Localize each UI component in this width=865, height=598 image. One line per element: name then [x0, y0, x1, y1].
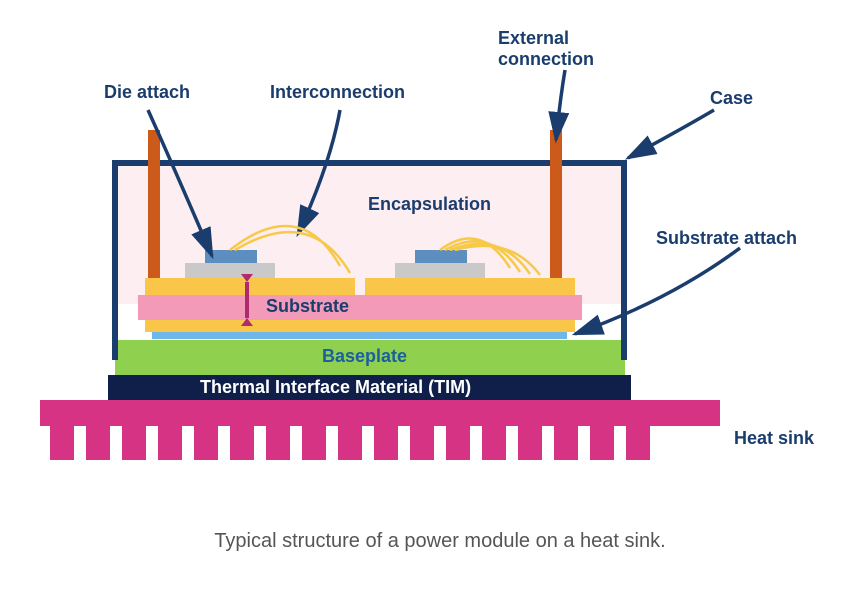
label-baseplate: Baseplate [322, 346, 407, 367]
die-1 [205, 250, 257, 263]
label-external-connection: External connection [498, 28, 594, 70]
label-interconnection: Interconnection [270, 82, 405, 103]
label-case: Case [710, 88, 753, 109]
die-2 [415, 250, 467, 263]
die-base-1 [185, 263, 275, 278]
die-base-2 [395, 263, 485, 278]
label-substrate: Substrate [266, 296, 349, 317]
case-arrow [628, 110, 714, 158]
label-die-attach: Die attach [104, 82, 190, 103]
label-encapsulation: Encapsulation [368, 194, 491, 215]
substrate-attach-layer [152, 332, 567, 339]
substrate-top-metal-1 [145, 278, 355, 295]
external-connection-1 [148, 130, 160, 278]
label-substrate-attach: Substrate attach [656, 228, 797, 249]
external-connection-2 [550, 130, 562, 278]
heatsink [40, 400, 720, 460]
substrate-ceramic [138, 295, 582, 320]
label-tim: Thermal Interface Material (TIM) [200, 377, 471, 398]
caption: Typical structure of a power module on a… [160, 530, 720, 553]
substrate-top-metal-2 [365, 278, 575, 295]
label-heatsink: Heat sink [734, 428, 814, 449]
substrate-bottom-metal [145, 320, 575, 332]
